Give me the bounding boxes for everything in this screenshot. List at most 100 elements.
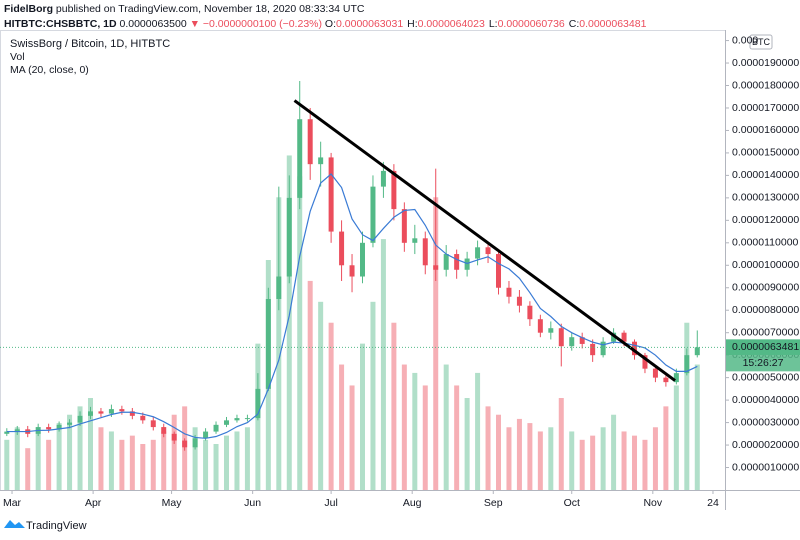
- candle-body: [87, 411, 93, 416]
- candle-body: [318, 157, 324, 165]
- candle-body: [360, 242, 365, 277]
- volume-bar: [443, 364, 449, 490]
- candle-body: [673, 373, 679, 383]
- y-tick-label: 0.0000130000: [732, 192, 799, 204]
- y-tick-label: 0.0000030000: [732, 416, 799, 428]
- candle-body: [328, 157, 334, 232]
- volume-bar: [569, 431, 575, 490]
- y-tick-label: 0.0000170000: [732, 102, 799, 114]
- candle-body: [569, 337, 575, 347]
- volume-bar: [621, 431, 627, 490]
- candle-body: [684, 355, 690, 374]
- volume-bar: [537, 431, 543, 490]
- published: published on TradingView.com, November 1…: [55, 3, 365, 15]
- volume-legend: Vol: [10, 51, 25, 63]
- volume-bar: [119, 439, 125, 490]
- y-tick-label: 0.0000020000: [732, 439, 799, 451]
- candle-body: [422, 238, 428, 266]
- volume-bar: [611, 414, 617, 490]
- volume-bar: [663, 406, 669, 490]
- y-tick-label: 0.0000110000: [732, 237, 799, 249]
- countdown: 15:26:27: [743, 357, 784, 369]
- ohlc-value: 0.0000063031: [336, 18, 404, 30]
- candle-body: [621, 332, 627, 342]
- candle-body: [652, 368, 658, 378]
- volume-bar: [4, 439, 10, 490]
- volume-bar: [558, 398, 564, 490]
- candle-body: [516, 296, 522, 306]
- y-tick-label: 0.0000050000: [732, 371, 799, 383]
- volume-bar: [161, 431, 167, 490]
- candle-body: [548, 328, 554, 333]
- header: FidelBorg published on TradingView.com, …: [4, 2, 650, 32]
- volume-bar: [694, 364, 700, 490]
- volume-bar: [684, 322, 690, 490]
- y-tick-label: 0.000: [732, 34, 758, 46]
- volume-bar: [652, 427, 658, 490]
- currency-box: [749, 34, 773, 50]
- volume-bar: [318, 301, 324, 490]
- candle-body: [161, 427, 167, 434]
- x-tick-label: Jun: [244, 497, 261, 509]
- volume-bar: [590, 435, 596, 490]
- candle-body: [129, 411, 135, 416]
- volume-bar: [35, 431, 41, 490]
- candle-body: [475, 247, 481, 259]
- y-tick-label: 0.0000160000: [732, 124, 799, 136]
- volume-bar: [485, 406, 491, 490]
- volume-bar: [25, 448, 31, 490]
- candle-body: [265, 298, 271, 389]
- ohlc-label: O:: [324, 18, 337, 30]
- volume-bar: [475, 372, 481, 490]
- volume-bar: [244, 427, 250, 490]
- candle-body: [537, 319, 543, 333]
- y-tick-label: 0.0000010000: [732, 461, 799, 473]
- candle-body: [150, 420, 156, 428]
- candle-body: [443, 254, 449, 270]
- y-tick-label: 0.0000140000: [732, 169, 799, 181]
- volume-bar: [548, 427, 554, 490]
- volume-bar: [276, 197, 282, 491]
- volume-bar: [380, 239, 386, 490]
- ohlc: O:0.0000063031 H:0.0000064023 L:0.00000607…: [325, 18, 650, 30]
- candle-body: [401, 209, 407, 243]
- volume-bar: [307, 280, 313, 490]
- candle-body: [506, 287, 512, 297]
- y-tick-label: 0.0000190000: [732, 57, 799, 69]
- candle-body: [255, 388, 261, 419]
- y-tick-label: 0.0000070000: [732, 326, 799, 338]
- y-tick-label: 0.0000090000: [732, 282, 799, 294]
- ohlc-label: L:: [488, 18, 498, 30]
- volume-bar: [297, 176, 303, 490]
- x-tick-label: Apr: [85, 497, 102, 509]
- x-tick-label: Sep: [484, 497, 503, 509]
- candle-body: [600, 341, 606, 356]
- candle-body: [192, 438, 198, 448]
- volume-bar: [286, 155, 292, 491]
- volume-bar: [98, 427, 104, 490]
- candle-body: [663, 377, 669, 383]
- candle-body: [590, 343, 596, 356]
- volume-bar: [349, 385, 355, 490]
- candle-body: [140, 415, 146, 421]
- candle-body: [182, 440, 188, 448]
- last-price-label: 0.0000063481: [732, 341, 799, 353]
- candle-body: [108, 409, 114, 414]
- candle-body: [349, 265, 355, 277]
- x-tick-label: Jul: [324, 497, 337, 509]
- candle-body: [14, 429, 20, 432]
- ohlc-label: H:: [407, 18, 418, 30]
- volume-bar: [223, 435, 229, 490]
- ohlc-value: 0.0000060736: [497, 18, 565, 30]
- footer-brand: TradingView: [26, 520, 87, 532]
- ohlc-value: 0.0000063481: [579, 18, 647, 30]
- volume-bar: [234, 431, 240, 490]
- candle-body: [454, 254, 460, 270]
- x-tick-label: 24: [707, 497, 719, 509]
- candle-body: [642, 355, 648, 369]
- publish-line: FidelBorg published on TradingView.com, …: [4, 2, 650, 17]
- volume-bar: [192, 427, 198, 490]
- volume-bar: [422, 385, 428, 490]
- candle-body: [286, 197, 292, 277]
